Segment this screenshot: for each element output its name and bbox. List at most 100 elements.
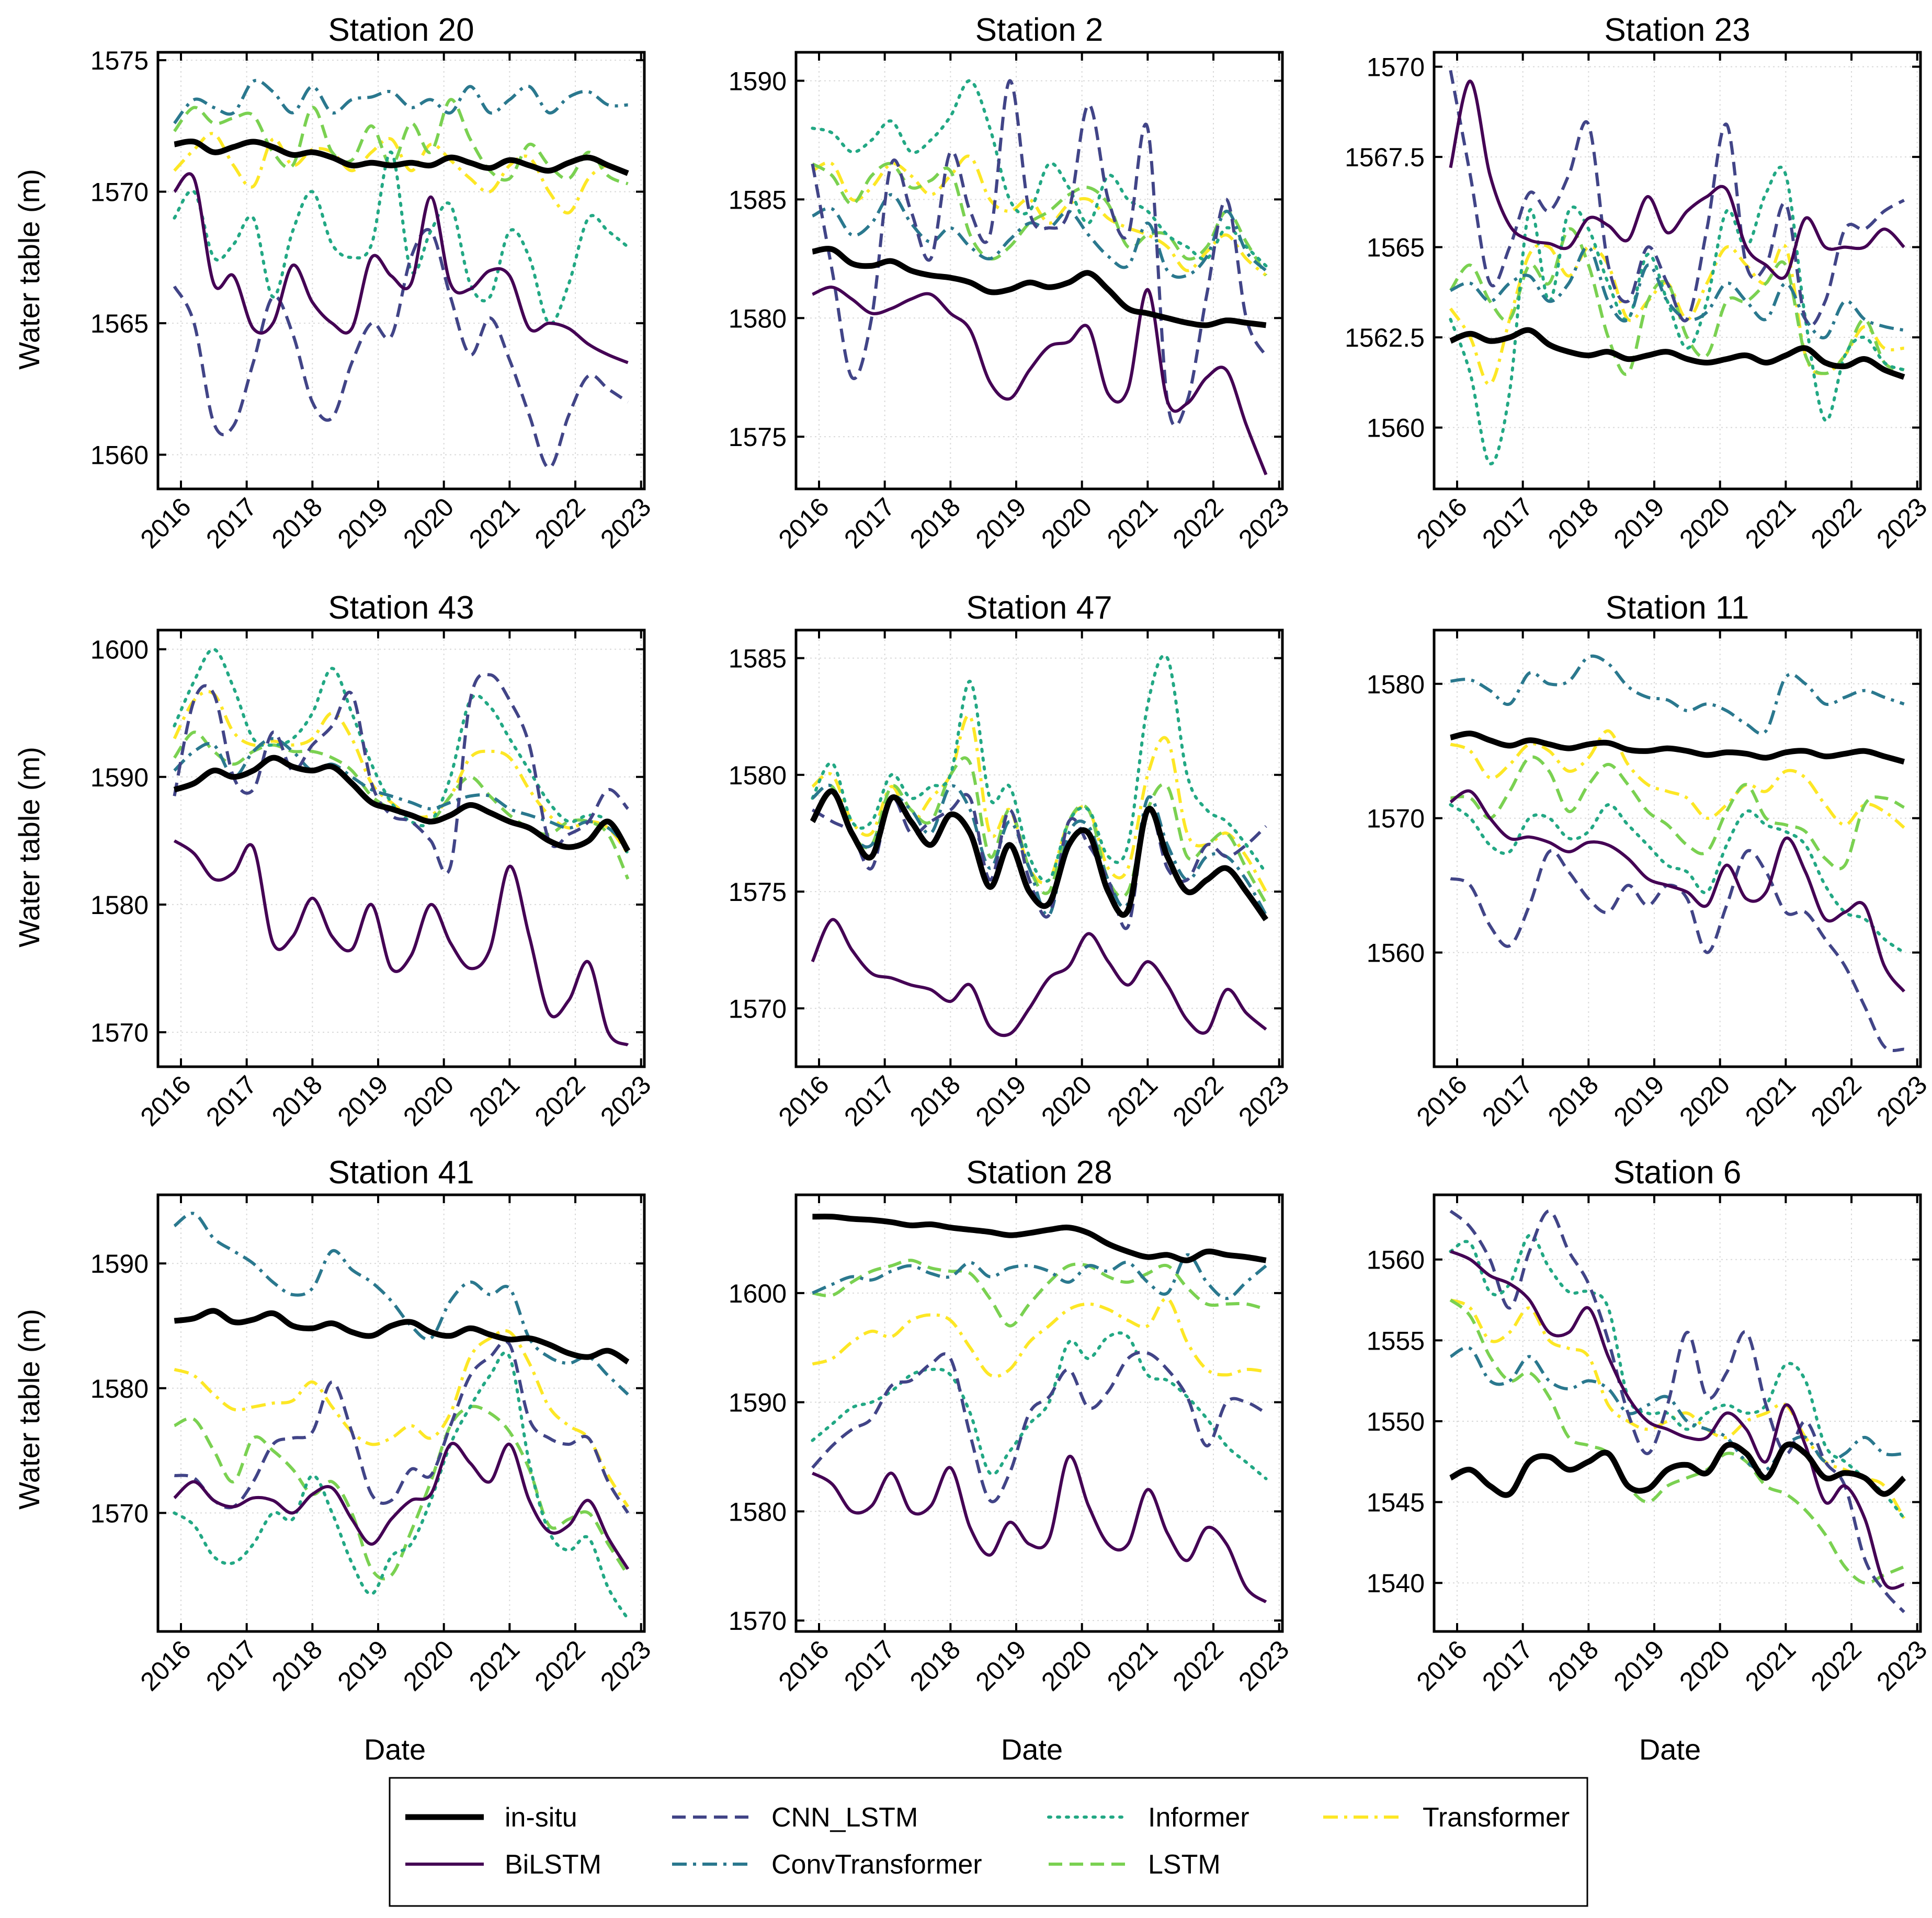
station-43-title: Station 43 xyxy=(328,590,474,626)
station-41-ytick-label-1590: 1590 xyxy=(90,1249,149,1278)
station-6-line-informer xyxy=(1449,1234,1906,1520)
station-41-ytick-label-1570: 1570 xyxy=(90,1499,149,1528)
station-47-xtick-label-2017: 2017 xyxy=(838,1070,900,1132)
legend-label-bilstm: BiLSTM xyxy=(505,1850,601,1880)
station-41-line-convtransformer xyxy=(173,1212,629,1396)
station-11-title: Station 11 xyxy=(1606,590,1749,626)
station-23-line-lstm xyxy=(1449,227,1905,376)
xlabel-col-2: Date xyxy=(1001,1733,1063,1766)
station-28-line-in-situ xyxy=(812,1213,1267,1263)
station-43-xtick-label-2018: 2018 xyxy=(266,1070,328,1132)
station-28-ytick-label-1590: 1590 xyxy=(729,1388,787,1418)
station-20-line-lstm xyxy=(173,98,629,186)
station-23-line-convtransformer xyxy=(1450,245,1905,340)
panel-station-20: 2016 2017 2018 2019 2020 2021 2022 2023 1560 1565… xyxy=(90,12,657,554)
station-28-xtick-label-2018: 2018 xyxy=(904,1635,966,1696)
station-20-ytick-label-1575: 1575 xyxy=(90,46,149,75)
station-23-xtick-label-2023: 2023 xyxy=(1871,492,1932,554)
station-23-xtick-label-2019: 2019 xyxy=(1608,492,1670,554)
station-28-xtick-label-2020: 2020 xyxy=(1036,1635,1097,1696)
panel-station-2: 2016 2017 2018 2019 2020 2021 2022 2023 1575 1580… xyxy=(729,12,1295,554)
station-2-xtick-label-2019: 2019 xyxy=(970,492,1032,554)
station-43-xtick-label-2016: 2016 xyxy=(135,1070,197,1132)
station-6-series xyxy=(1449,1209,1906,1613)
station-20-xtick-label-2020: 2020 xyxy=(397,492,459,554)
station-47-line-informer xyxy=(811,654,1268,883)
station-6-xtick-label-2016: 2016 xyxy=(1411,1635,1473,1696)
station-20-axes-frame xyxy=(156,51,646,490)
station-11-xtick-label-2021: 2021 xyxy=(1740,1070,1801,1132)
station-2-series xyxy=(811,79,1268,475)
station-47-xtick-label-2022: 2022 xyxy=(1167,1070,1229,1132)
station-41-line-bilstm xyxy=(173,1442,630,1570)
station-47-xtick-label-2021: 2021 xyxy=(1101,1070,1163,1132)
station-23-xtick-label-2018: 2018 xyxy=(1542,492,1604,554)
station-6-ytick-label-1560: 1560 xyxy=(1367,1246,1425,1275)
station-23-xtick-label-2021: 2021 xyxy=(1740,492,1801,554)
station-23-ytick-label-1560: 1560 xyxy=(1367,414,1425,443)
station-2-title: Station 2 xyxy=(975,12,1104,48)
station-6-xtick-label-2017: 2017 xyxy=(1476,1635,1538,1696)
station-47-line-bilstm xyxy=(811,918,1267,1037)
station-11-ytick-label-1560: 1560 xyxy=(1367,939,1425,968)
station-2-line-cnn-lstm xyxy=(811,79,1268,428)
station-43-line-informer xyxy=(173,647,630,855)
station-11-line-cnn-lstm xyxy=(1450,849,1905,1052)
station-28-xtick-label-2016: 2016 xyxy=(773,1635,835,1696)
station-23-ytick-label-1570: 1570 xyxy=(1367,53,1425,82)
station-2-xtick-label-2017: 2017 xyxy=(838,492,900,554)
station-2-axes-frame xyxy=(794,51,1284,490)
station-11-ytick-label-1580: 1580 xyxy=(1367,670,1425,699)
station-41-series xyxy=(173,1212,630,1621)
station-28-line-bilstm xyxy=(811,1455,1267,1604)
station-28-ytick-label-1570: 1570 xyxy=(729,1606,787,1636)
station-23-xtick-label-2020: 2020 xyxy=(1674,492,1735,554)
station-41-line-in-situ xyxy=(174,1308,630,1365)
station-43-ytick-label-1570: 1570 xyxy=(90,1018,149,1047)
station-43-xtick-label-2023: 2023 xyxy=(595,1070,656,1132)
ylabel-row-3: Water table (m) xyxy=(13,1309,46,1510)
panel-station-28: 2016 2017 2018 2019 2020 2021 2022 2023 1570 1580… xyxy=(729,1155,1295,1696)
station-2-ytick-label-1580: 1580 xyxy=(729,304,787,333)
station-2-line-informer xyxy=(811,79,1268,268)
station-20-ytick-label-1570: 1570 xyxy=(90,178,149,207)
station-41-ytick-label-1580: 1580 xyxy=(90,1374,149,1403)
station-41-xtick-label-2021: 2021 xyxy=(463,1635,525,1696)
station-43-ytick-label-1600: 1600 xyxy=(90,635,149,665)
station-47-series xyxy=(810,654,1269,1037)
station-11-xtick-label-2016: 2016 xyxy=(1411,1070,1473,1132)
station-2-ytick-label-1590: 1590 xyxy=(729,66,787,96)
legend-frame xyxy=(389,1777,1588,1907)
station-28-xtick-label-2021: 2021 xyxy=(1101,1635,1163,1696)
station-2-line-in-situ xyxy=(812,246,1267,328)
station-11-line-transformer xyxy=(1450,729,1905,829)
station-20-line-in-situ xyxy=(174,138,629,176)
station-6-xtick-label-2021: 2021 xyxy=(1740,1635,1801,1696)
ylabel-row-2: Water table (m) xyxy=(13,747,46,947)
legend-label-convtransformer: ConvTransformer xyxy=(771,1850,982,1880)
station-20-title: Station 20 xyxy=(328,12,474,48)
station-23-ytick-label-1565: 1565 xyxy=(1367,233,1425,262)
station-28-series xyxy=(811,1213,1268,1604)
station-20-line-bilstm xyxy=(173,172,629,364)
panel-station-43: 2016 2017 2018 2019 2020 2021 2022 2023 1570 1580… xyxy=(90,590,657,1132)
station-43-ytick-label-1590: 1590 xyxy=(90,763,149,792)
station-2-ytick-label-1575: 1575 xyxy=(729,423,787,452)
station-2-xtick-label-2016: 2016 xyxy=(773,492,835,554)
legend-label-cnn-lstm: CNN_LSTM xyxy=(771,1802,918,1833)
station-43-series xyxy=(173,647,631,1047)
station-43-line-convtransformer xyxy=(173,737,629,849)
station-6-line-lstm xyxy=(1449,1298,1905,1585)
legend-label-informer: Informer xyxy=(1148,1802,1249,1833)
station-20-line-cnn-lstm xyxy=(173,228,629,470)
station-20-xtick-label-2019: 2019 xyxy=(332,492,394,554)
station-47-xtick-label-2019: 2019 xyxy=(970,1070,1032,1132)
station-28-xtick-label-2022: 2022 xyxy=(1167,1635,1229,1696)
panel-station-6: 2016 2017 2018 2019 2020 2021 2022 2023 1540 1545… xyxy=(1367,1155,1932,1696)
station-47-title: Station 47 xyxy=(966,590,1112,626)
station-41-xtick-label-2019: 2019 xyxy=(332,1635,394,1696)
station-28-ytick-label-1580: 1580 xyxy=(729,1497,787,1526)
station-6-axes-frame xyxy=(1433,1193,1922,1633)
station-43-line-cnn-lstm xyxy=(173,672,629,875)
station-11-xtick-label-2022: 2022 xyxy=(1805,1070,1867,1132)
